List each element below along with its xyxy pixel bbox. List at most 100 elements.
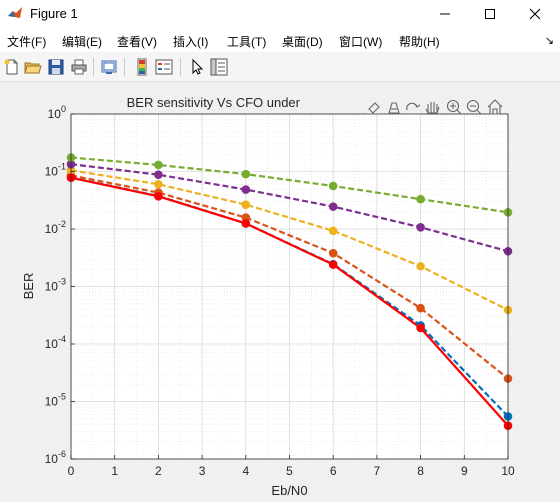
y-tick-exponent: 0 <box>61 104 66 114</box>
series-4-point[interactable] <box>416 223 425 232</box>
x-axis-label: Eb/N0 <box>271 483 307 498</box>
y-tick-label: 10-5 <box>45 392 66 409</box>
y-tick-exponent: -4 <box>58 334 66 344</box>
series-5-point[interactable] <box>416 194 425 204</box>
x-tick-label: 8 <box>417 464 424 478</box>
series-5-point[interactable] <box>154 160 163 170</box>
series-2-point[interactable] <box>328 248 338 258</box>
series-lines <box>70 156 509 427</box>
x-tick-label: 0 <box>68 464 75 478</box>
colorbar-icon[interactable] <box>133 58 151 76</box>
brush-icon[interactable] <box>367 102 383 115</box>
y-tick-base: 10 <box>45 222 59 236</box>
series-line-4[interactable] <box>70 163 509 253</box>
menu-overflow-arrow-icon[interactable]: ↘ <box>544 35 554 47</box>
menu-file[interactable]: 文件(F) <box>7 35 47 49</box>
series-4-point[interactable] <box>328 202 338 211</box>
menu-tools[interactable]: 工具(T) <box>227 35 267 49</box>
menu-help[interactable]: 帮助(H) <box>399 35 440 49</box>
x-tick-label: 2 <box>155 464 162 478</box>
series-6-point[interactable] <box>416 323 425 333</box>
menu-window[interactable]: 窗口(W) <box>339 35 383 49</box>
rotate-icon[interactable] <box>405 102 421 115</box>
x-tick-label: 9 <box>461 464 468 478</box>
save-icon[interactable] <box>47 58 65 76</box>
y-tick-exponent: -3 <box>58 277 66 287</box>
maximize-button[interactable] <box>467 0 513 28</box>
menu-bar: 文件(F) 编辑(E) 查看(V) 插入(I) 工具(T) 桌面(D) 窗口(W… <box>0 28 560 52</box>
close-icon <box>529 8 541 20</box>
series-3-point[interactable] <box>416 261 425 271</box>
pan-icon[interactable] <box>425 102 440 114</box>
y-tick-label: 10-6 <box>45 449 66 466</box>
x-tick-label: 4 <box>242 464 249 478</box>
window-title: Figure 1 <box>30 6 78 21</box>
y-tick-label: 10-1 <box>45 162 66 179</box>
y-tick-base: 10 <box>45 165 59 179</box>
y-tick-label: 10-3 <box>45 277 66 294</box>
home-icon[interactable] <box>487 99 503 115</box>
new-figure-icon[interactable] <box>3 58 21 76</box>
open-file-icon[interactable] <box>24 58 42 76</box>
series-line-2[interactable] <box>70 174 509 380</box>
series-3-point[interactable] <box>241 200 251 209</box>
y-tick-label: 10-2 <box>45 219 66 236</box>
minimize-icon <box>440 13 450 15</box>
series-4-point[interactable] <box>241 185 251 194</box>
data-tips-icon[interactable] <box>386 102 402 115</box>
series-6-point[interactable] <box>154 192 163 201</box>
link-plot-icon[interactable] <box>100 58 118 76</box>
series-6-point[interactable] <box>241 219 251 228</box>
series-3-point[interactable] <box>154 179 163 189</box>
y-tick-exponent: -2 <box>58 219 66 229</box>
series-6-point[interactable] <box>328 260 338 269</box>
matlab-logo-icon <box>8 7 22 18</box>
series-line-3[interactable] <box>70 169 509 311</box>
legend-icon[interactable] <box>155 58 173 76</box>
grid-lines <box>70 113 509 460</box>
x-tick-label: 7 <box>374 464 381 478</box>
series-4-point[interactable] <box>154 170 163 179</box>
maximize-icon <box>485 9 495 19</box>
menu-edit[interactable]: 编辑(E) <box>62 35 102 49</box>
x-tick-label: 5 <box>286 464 293 478</box>
axes-toolbar <box>367 99 503 115</box>
series-5-point[interactable] <box>241 169 251 179</box>
toolbar-separator <box>93 58 94 76</box>
pointer-icon[interactable] <box>188 58 206 76</box>
print-icon[interactable] <box>70 58 88 76</box>
series-line-6[interactable] <box>70 176 509 427</box>
y-tick-base: 10 <box>45 280 59 294</box>
ber-plot: 0 1 2 3 4 5 6 7 8 9 10 10-610-510-410-310-210-1100… <box>21 95 515 498</box>
y-tick-exponent: -6 <box>58 449 66 459</box>
figure-toolbar <box>0 52 560 82</box>
series-2-point[interactable] <box>416 303 425 313</box>
y-tick-exponent: -5 <box>58 392 66 402</box>
menu-view[interactable]: 查看(V) <box>117 35 157 49</box>
y-tick-base: 10 <box>48 107 62 121</box>
toolbar-separator <box>180 58 181 76</box>
zoom-in-icon[interactable] <box>446 99 462 115</box>
y-tick-base: 10 <box>45 452 59 466</box>
series-3-point[interactable] <box>328 226 338 236</box>
x-tick-label: 10 <box>501 464 515 478</box>
figure-canvas: 0 1 2 3 4 5 6 7 8 9 10 10-6 10-5 10-4 10-3 10-2 10-1 100… <box>0 83 560 502</box>
series-line-5[interactable] <box>70 156 509 214</box>
menu-insert[interactable]: 插入(I) <box>173 35 209 49</box>
y-tick-label: 100 <box>48 104 66 121</box>
y-tick-base: 10 <box>45 337 59 351</box>
y-tick-base: 10 <box>45 395 59 409</box>
y-tick-label: 10-4 <box>45 334 66 351</box>
menu-desktop[interactable]: 桌面(D) <box>282 35 323 49</box>
series-5-point[interactable] <box>328 181 338 191</box>
close-button[interactable] <box>512 0 558 28</box>
zoom-out-icon[interactable] <box>466 99 482 115</box>
chart-title: BER sensitivity Vs CFO under <box>127 95 301 110</box>
x-tick-labels: 0 1 2 3 4 5 6 7 8 9 10 <box>68 455 515 478</box>
x-tick-label: 6 <box>330 464 337 478</box>
minimize-button[interactable] <box>422 0 468 28</box>
toolbar-separator <box>124 58 125 76</box>
property-inspector-icon[interactable] <box>210 58 228 76</box>
